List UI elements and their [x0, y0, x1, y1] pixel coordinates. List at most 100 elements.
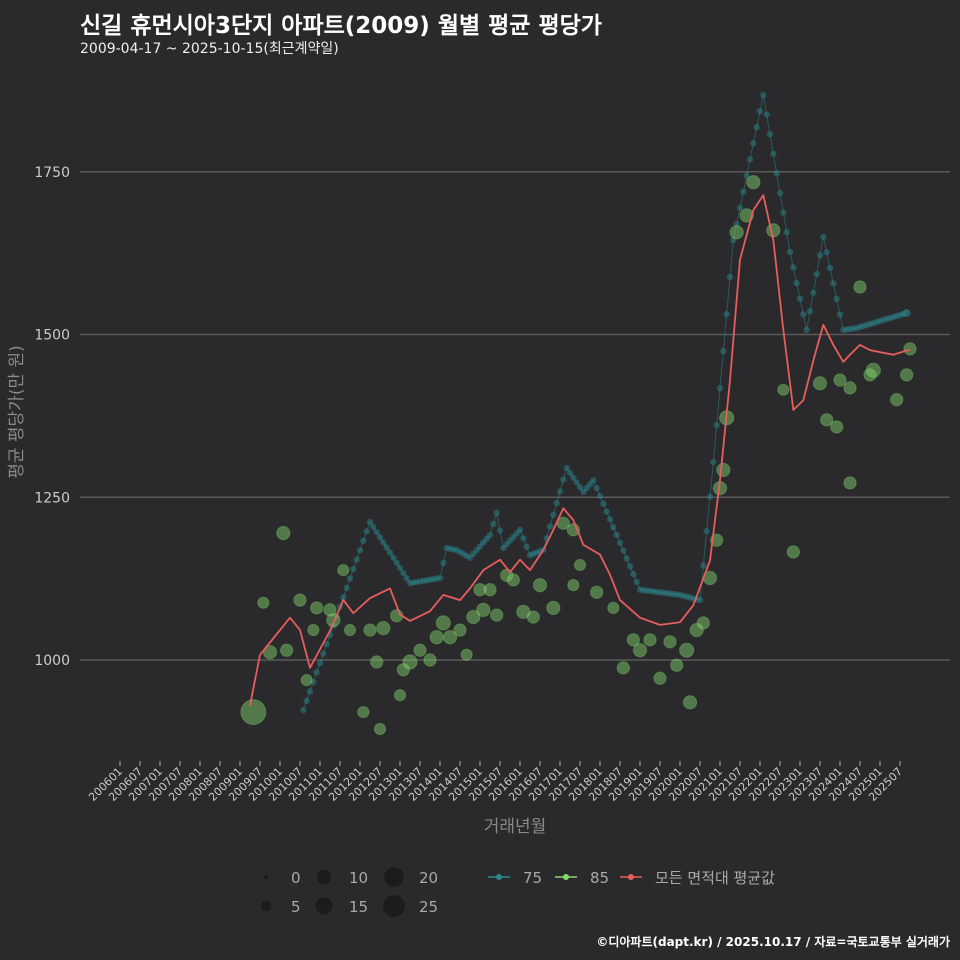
series-75-point [480, 539, 487, 546]
legend-series-dot [563, 874, 569, 880]
series-85-bubble [323, 603, 337, 617]
series-85-bubble [716, 462, 731, 478]
series-75-point [736, 204, 744, 212]
series-75-point [573, 479, 580, 486]
series-75-point [410, 579, 417, 586]
series-85-bubble [669, 658, 684, 672]
series-85-bubble [309, 601, 324, 615]
legend-series-label: 모든 면적대 평균값 [655, 869, 775, 887]
series-85-bubble [423, 653, 437, 667]
series-75-point [450, 546, 457, 553]
series-85-bubble [343, 623, 357, 637]
series-75-point [403, 574, 410, 582]
legend-size-circle [260, 900, 272, 912]
series-75-point [876, 317, 884, 325]
series-75-point [526, 551, 534, 559]
series-75-point [550, 511, 557, 519]
series-85-bubble [369, 655, 384, 669]
series-75-point [423, 577, 430, 584]
series-75-point [613, 531, 620, 539]
series-75-point [766, 130, 774, 138]
series-75-point [603, 508, 610, 515]
series-75-point [383, 544, 390, 551]
series-75-point [323, 641, 330, 648]
series-75-point [810, 289, 817, 296]
series-85-bubble [679, 642, 695, 658]
series-75-point [902, 309, 911, 318]
series-75-point [530, 550, 537, 558]
series-75-point [463, 552, 470, 560]
series-85-bubble [442, 630, 458, 645]
series-75-point [656, 589, 664, 596]
series-75-point [823, 249, 830, 256]
series-85-bubble [865, 362, 881, 378]
series-75-point [533, 549, 540, 556]
series-75-point [436, 574, 444, 582]
series-85-bubble [363, 623, 377, 637]
series-75-point [396, 564, 404, 572]
series-85-bubble [607, 601, 620, 615]
series-85-bubble [476, 602, 491, 618]
series-75-point [483, 535, 490, 543]
series-75-point [386, 549, 394, 556]
series-75-point [703, 527, 710, 535]
series-75-point [786, 248, 794, 256]
series-75-point [443, 544, 450, 552]
series-75-point [320, 650, 327, 657]
series-75-point [346, 575, 354, 582]
series-85-bubble [682, 695, 698, 710]
series-75-point [773, 170, 780, 177]
legend-series-label: 75 [523, 869, 542, 887]
series-75-point [713, 421, 720, 429]
series-75-point [576, 484, 584, 491]
series-75-point [476, 543, 484, 550]
series-75-point [506, 537, 514, 544]
series-85-bubble [526, 610, 541, 624]
series-85-bubble [643, 633, 657, 647]
series-75-point [753, 123, 760, 131]
series-75-point [623, 555, 630, 562]
series-75-point [653, 588, 660, 596]
series-75-point [853, 324, 860, 332]
series-75-point [756, 107, 764, 115]
series-75-point [460, 550, 467, 558]
series-85-bubble [466, 609, 481, 625]
series-75-point [676, 591, 684, 599]
series-75-point [620, 547, 627, 554]
series-75-point [400, 569, 407, 577]
series-75-point [300, 706, 307, 714]
series-75-point [640, 586, 647, 594]
series-85-bubble [843, 381, 857, 395]
legend-size-circle [383, 895, 405, 917]
series-85-bubble [307, 623, 320, 637]
series-75-point [593, 484, 600, 492]
series-75-point [606, 516, 614, 523]
series-85-bubble [853, 280, 867, 294]
series-85-bubble [337, 564, 350, 577]
series-85-bubble [729, 225, 744, 240]
series-75-point [310, 678, 317, 686]
series-85-bubble [532, 577, 548, 593]
series-85-bubble [506, 573, 521, 587]
series-75-point [586, 481, 594, 488]
series-85-bubble [889, 392, 904, 407]
series-75-point [796, 295, 804, 302]
x-axis-title: 거래년월 [484, 817, 547, 837]
series-75-point [570, 474, 577, 481]
series-75-point [406, 579, 414, 587]
series-85-bubble [262, 644, 278, 660]
legend-size-label: 10 [349, 869, 368, 887]
series-75-point [633, 578, 640, 586]
legend-series-dot [496, 874, 502, 880]
series-75-point [770, 150, 777, 157]
series-75-point [740, 188, 747, 195]
series-75-point [763, 111, 770, 118]
series-85-bubble [373, 722, 387, 736]
series-75-point [716, 384, 724, 392]
average-line [249, 194, 911, 706]
series-85-bubble [812, 376, 828, 391]
series-75-point [896, 311, 904, 319]
legend-series-label: 85 [590, 869, 609, 887]
legend-size-circle [315, 897, 333, 915]
series-75-point [376, 534, 384, 541]
